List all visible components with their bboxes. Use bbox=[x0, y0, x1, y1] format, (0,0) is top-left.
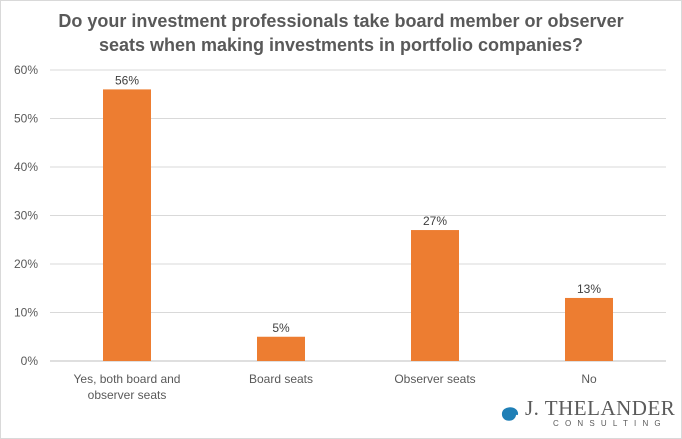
bar bbox=[103, 89, 151, 362]
y-tick-label: 20% bbox=[14, 257, 38, 271]
x-category-label: Board seats bbox=[249, 372, 313, 386]
x-category-label: Yes, both board and bbox=[74, 372, 181, 386]
x-category-label: Observer seats bbox=[394, 372, 475, 386]
y-tick-label: 0% bbox=[21, 354, 39, 368]
data-label: 5% bbox=[272, 321, 290, 335]
bar bbox=[565, 297, 613, 361]
y-tick-label: 60% bbox=[14, 63, 38, 77]
data-label: 56% bbox=[115, 73, 139, 87]
data-label: 13% bbox=[577, 282, 601, 296]
logo-subtitle: CONSULTING bbox=[553, 419, 667, 428]
x-category-label: No bbox=[581, 372, 597, 386]
chart-title-line-2: seats when making investments in portfol… bbox=[98, 35, 584, 55]
company-logo: J. THELANDER CONSULTING bbox=[497, 398, 675, 429]
logo-name: J. THELANDER bbox=[525, 396, 676, 420]
chart-title-line-1: Do your investment professionals take bo… bbox=[58, 11, 624, 31]
spiral-logo-icon bbox=[501, 406, 519, 421]
chart-title: Do your investment professionals take bo… bbox=[0, 9, 682, 57]
y-tick-label: 30% bbox=[14, 209, 38, 223]
y-tick-label: 10% bbox=[14, 306, 38, 320]
y-tick-label: 50% bbox=[14, 112, 38, 126]
y-tick-label: 40% bbox=[14, 160, 38, 174]
bar bbox=[257, 336, 305, 361]
data-label: 27% bbox=[423, 214, 447, 228]
x-category-label: observer seats bbox=[88, 388, 167, 402]
bar bbox=[411, 230, 459, 361]
